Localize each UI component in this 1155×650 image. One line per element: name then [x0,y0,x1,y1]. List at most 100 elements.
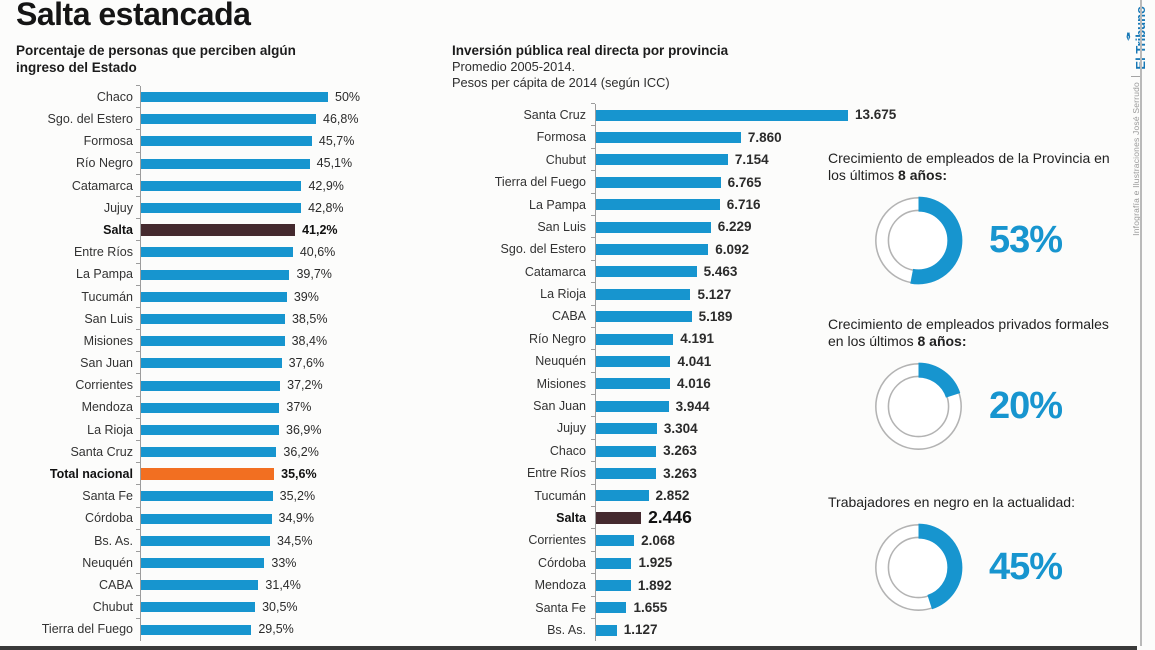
bar-value: 36,2% [283,444,319,459]
donut-title-bold: 8 años: [898,167,948,183]
bar-row: Sgo. del Estero 6.092 [452,237,922,261]
bar-label: Salta [556,510,586,525]
bar-track: 1.655 [591,595,848,619]
bar-value: 5.127 [697,286,732,302]
bar-track: 29,5% [136,617,328,641]
bar-label: Tucumán [81,289,133,304]
bar [141,158,310,169]
bar-label: Mendoza [81,400,133,415]
bar-value: 29,5% [258,622,294,637]
chart-state-income: Porcentaje de personas que perciben algú… [16,42,426,641]
bar-label: Santa Fe [535,600,586,615]
bar [141,402,280,413]
donut-private-employees: Crecimiento de empleados privados formal… [828,316,1128,455]
bar [596,445,657,457]
bar-label: Mendoza [534,578,586,593]
bar-track: 39% [136,284,328,308]
bar-track: 4.041 [591,349,848,373]
bar-row: Entre Ríos 3.263 [452,461,922,485]
bar-row: Formosa 7.860 [452,125,922,149]
bar-row: Tierra del Fuego 6.765 [452,170,922,194]
bar-row: Santa Cruz 13.675 [452,102,922,127]
bar-track: 6.716 [591,192,848,216]
bar-value: 3.263 [663,465,697,481]
bar-value: 1.892 [637,577,672,593]
bar-label: Bs. As. [94,533,133,548]
bar-track: 3.263 [591,438,848,463]
bar [596,355,671,367]
bar-track: 1.925 [591,550,848,575]
bar-value: 3.263 [663,443,697,459]
bar-row: La Pampa 39,7% [16,262,426,286]
bar-value: 1.655 [633,600,668,616]
donut-title: Trabajadores en negro en la actualidad: [828,494,1120,511]
bar-row: Bs. As. 34,5% [16,528,426,552]
donut-arc [874,196,963,285]
bar-value: 4.016 [677,376,711,392]
chart-public-investment-subtitle-1: Promedio 2005-2014. [452,59,576,74]
bar-label: Córdoba [538,555,586,570]
bar [596,199,720,211]
bar [596,624,617,636]
bar-label: Entre Ríos [526,466,586,481]
bar-row: Jujuy 42,8% [16,195,426,220]
bar-label: Neuquén [82,555,133,570]
donut-title-text: Crecimiento de empleados de la Provincia… [828,150,1110,183]
bar-label: Catamarca [524,264,586,279]
bar [596,400,669,412]
donut-row: 20% [828,358,1128,455]
bar [141,269,290,280]
bar-label: Misiones [536,376,586,391]
bar-value: 6.765 [727,174,762,190]
bar-value: 4.041 [677,353,712,369]
bar-row: Catamarca 42,9% [16,173,426,197]
bar-track: 5.463 [591,259,848,284]
bar [596,535,635,547]
bar-row: Santa Cruz 36,2% [16,439,426,464]
bar-track: 36,9% [136,417,328,441]
bar [141,224,296,237]
bar [596,244,709,256]
bar-track: 37,2% [136,373,328,397]
bar-value: 31,4% [265,577,301,592]
bar-value: 34,5% [277,533,313,548]
bar-value: 6.229 [717,219,752,235]
bar-value: 2.852 [655,488,690,504]
bar-label: Chubut [92,600,133,615]
right-border-line [1140,0,1142,646]
bar-track: 4.016 [591,371,848,396]
bar-row: Córdoba 34,9% [16,506,426,530]
bar-value: 37% [286,400,312,415]
bar [141,513,272,524]
bar-value: 42,8% [308,200,344,215]
bar-row: San Luis 38,5% [16,306,426,331]
bar-value: 13.675 [855,107,897,123]
bar-track: 38,5% [136,306,328,331]
bar [141,447,277,458]
bar-value: 7.860 [747,129,782,145]
donut-title-text: Trabajadores en negro en la actualidad: [828,494,1075,510]
bar-value: 45,1% [316,156,353,171]
bar-value: 34,9% [278,511,314,526]
bar [596,109,848,121]
bar [141,535,271,546]
bar-row: Catamarca 5.463 [452,259,922,284]
bar-track: 1.892 [591,573,848,597]
bar-row: San Luis 6.229 [452,214,922,239]
bar-label: Chubut [545,152,586,167]
bar-label: Sgo. del Estero [47,112,133,127]
donut-ring [874,523,963,612]
bar [141,291,287,302]
bar-row: Neuquén 4.041 [452,349,922,373]
bar-row: La Pampa 6.716 [452,192,922,216]
bar-label: La Rioja [87,422,133,437]
donut-row: 53% [828,192,1128,289]
bar-track: 45,7% [136,129,354,153]
bar-row: Santa Fe 35,2% [16,484,426,508]
bar-track: 37% [136,395,328,419]
bar [141,624,252,635]
bar-track: 50% [136,84,360,109]
bar-track: 2.852 [591,483,848,508]
bar-track: 6.765 [591,170,848,194]
